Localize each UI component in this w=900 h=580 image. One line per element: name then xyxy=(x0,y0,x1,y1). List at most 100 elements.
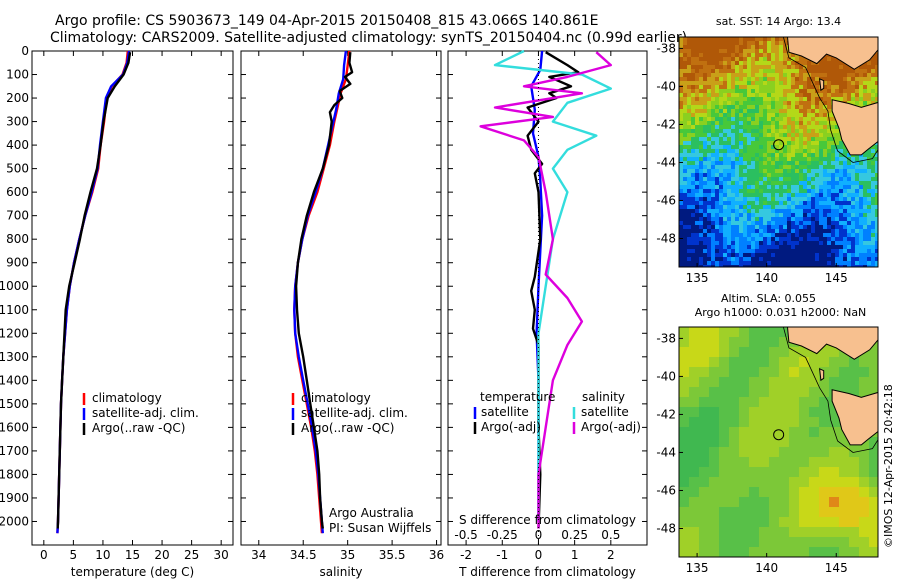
map-cell xyxy=(751,233,756,238)
map-cell xyxy=(711,205,716,210)
map-cell xyxy=(855,101,860,106)
map-cell xyxy=(743,101,748,106)
map-cell xyxy=(751,157,756,162)
map-cell xyxy=(683,185,688,190)
map-cell xyxy=(779,105,784,110)
map-cell xyxy=(799,397,810,408)
map-cell xyxy=(715,129,720,134)
map-cell xyxy=(819,65,824,70)
legend-title-salinity: salinity xyxy=(582,390,625,404)
map-cell xyxy=(727,141,732,146)
map-cell xyxy=(819,347,830,358)
map-cell xyxy=(739,157,744,162)
map-cell xyxy=(799,61,804,66)
map-cell xyxy=(703,229,708,234)
map-cell xyxy=(771,165,776,170)
map-cell xyxy=(775,101,780,106)
map-cell xyxy=(735,253,740,258)
map-cell xyxy=(795,177,800,182)
map-cell xyxy=(771,221,776,226)
map-cell xyxy=(775,209,780,214)
map-cell xyxy=(743,97,748,102)
map-cell xyxy=(871,201,876,206)
map-cell xyxy=(815,153,820,158)
map-cell xyxy=(763,53,768,58)
map-cell xyxy=(711,189,716,194)
x-tick-label: 1 xyxy=(571,548,579,562)
argo-position-marker xyxy=(773,429,785,441)
map-cell xyxy=(751,37,756,42)
map-cell xyxy=(759,125,764,130)
map-cell xyxy=(789,507,800,518)
map-cell xyxy=(749,537,760,548)
map-cell xyxy=(769,487,780,498)
map-cell xyxy=(849,457,860,468)
map-cell xyxy=(803,149,808,154)
map-cell xyxy=(871,209,876,214)
map-cell xyxy=(815,253,820,258)
map-cell xyxy=(679,49,684,54)
map-cell xyxy=(839,93,844,98)
map-cell xyxy=(703,137,708,142)
map-cell xyxy=(711,73,716,78)
map-cell xyxy=(875,173,878,178)
map-cell xyxy=(775,73,780,78)
map-cell xyxy=(755,209,760,214)
map-cell xyxy=(823,197,828,202)
map-cell xyxy=(823,125,828,130)
map-cell xyxy=(699,113,704,118)
map-cell xyxy=(779,109,784,114)
map-cell xyxy=(727,37,732,42)
map-cell xyxy=(775,77,780,82)
map-cell xyxy=(783,101,788,106)
map-cell xyxy=(829,507,840,518)
map-cell xyxy=(735,181,740,186)
map-cell xyxy=(691,41,696,46)
map-cell xyxy=(803,253,808,258)
map-cell xyxy=(847,177,852,182)
map-cell xyxy=(723,221,728,226)
map-cell xyxy=(739,193,744,198)
map-cell xyxy=(827,257,832,262)
map-cell xyxy=(783,213,788,218)
map-cell xyxy=(799,173,804,178)
map-cell xyxy=(875,217,878,222)
map-cell xyxy=(771,141,776,146)
map-cell xyxy=(703,149,708,154)
header-line1: Argo profile: CS 5903673_149 04-Apr-2015… xyxy=(55,13,599,29)
map-cell xyxy=(827,85,832,90)
map-cell xyxy=(709,517,720,528)
map-cell xyxy=(739,265,744,267)
map-cell xyxy=(863,61,868,66)
map-cell xyxy=(787,185,792,190)
map-cell xyxy=(803,93,808,98)
map-cell xyxy=(851,261,856,266)
map-cell xyxy=(683,197,688,202)
mainland-shape xyxy=(786,327,878,360)
map-cell xyxy=(791,217,796,222)
map-cell xyxy=(835,209,840,214)
map-cell xyxy=(707,37,712,42)
map-cell xyxy=(783,153,788,158)
map-cell xyxy=(759,81,764,86)
map-cell xyxy=(747,197,752,202)
map-cell xyxy=(747,173,752,178)
map-cell xyxy=(751,121,756,126)
map-cell xyxy=(795,201,800,206)
map-cell xyxy=(875,265,878,267)
map-cell xyxy=(823,113,828,118)
map-cell xyxy=(731,257,736,262)
map-cell xyxy=(811,209,816,214)
map-cell xyxy=(815,209,820,214)
map-cell xyxy=(855,213,860,218)
map-cell xyxy=(815,265,820,267)
map-cell xyxy=(695,97,700,102)
map-cell xyxy=(867,89,872,94)
map-cell xyxy=(779,547,790,557)
map-cell xyxy=(823,181,828,186)
map-cell xyxy=(851,245,856,250)
map-cell xyxy=(739,53,744,58)
map-cell xyxy=(711,113,716,118)
map-cell xyxy=(699,237,704,242)
map-cell xyxy=(779,65,784,70)
